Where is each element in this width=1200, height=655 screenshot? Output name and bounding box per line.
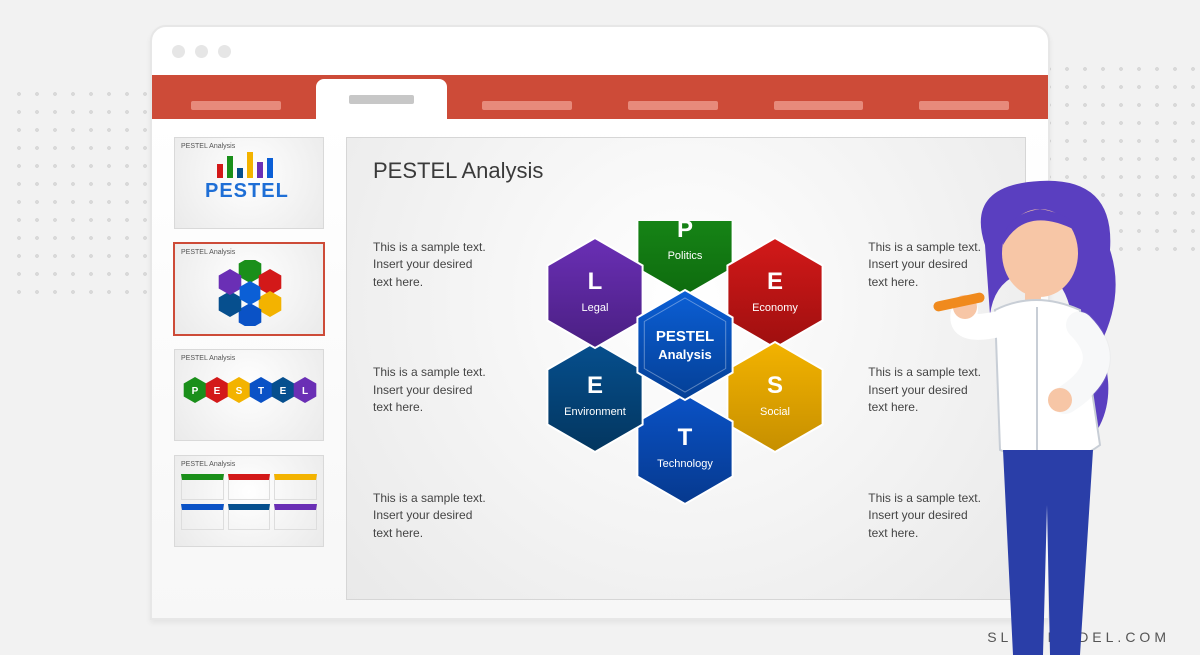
- svg-text:Environment: Environment: [564, 406, 626, 418]
- thumbnail-2[interactable]: PESTEL Analysis: [174, 243, 324, 335]
- thumbnail-1[interactable]: PESTEL Analysis PESTEL: [174, 137, 324, 229]
- sample-text: This is a sample text.Insert your desire…: [868, 239, 999, 291]
- thumb-title: PESTEL Analysis: [181, 143, 235, 150]
- thumb1-word: PESTEL: [205, 180, 289, 203]
- sample-text: This is a sample text.Insert your desire…: [373, 364, 510, 416]
- sample-text: This is a sample text.Insert your desire…: [373, 490, 510, 542]
- svg-text:Legal: Legal: [582, 302, 609, 314]
- window-dot: [218, 45, 231, 58]
- svg-text:E: E: [214, 386, 221, 397]
- hex-diagram: P Politics E Economy S Social T Technolo…: [510, 202, 860, 579]
- svg-text:Analysis: Analysis: [659, 347, 712, 362]
- main-slide: PESTEL Analysis This is a sample text.In…: [346, 137, 1026, 600]
- svg-text:PESTEL: PESTEL: [656, 328, 714, 345]
- ribbon-tab[interactable]: [753, 91, 885, 119]
- svg-text:E: E: [587, 372, 603, 399]
- slide-title: PESTEL Analysis: [373, 158, 999, 184]
- thumbnail-4[interactable]: PESTEL Analysis: [174, 455, 324, 547]
- ribbon-tab[interactable]: [316, 79, 448, 119]
- svg-text:S: S: [767, 372, 783, 399]
- thumbnail-3[interactable]: PESTEL Analysis P E S T E L: [174, 349, 324, 441]
- svg-text:L: L: [302, 386, 308, 397]
- brand-label: SLIDEMODEL.COM: [987, 629, 1170, 645]
- svg-text:P: P: [192, 386, 199, 397]
- left-text-column: This is a sample text.Insert your desire…: [373, 202, 510, 579]
- app-ribbon: [152, 75, 1048, 119]
- browser-chrome: [152, 27, 1048, 75]
- ribbon-tab[interactable]: [461, 91, 593, 119]
- ribbon-tab[interactable]: [607, 91, 739, 119]
- svg-text:T: T: [678, 424, 693, 451]
- thumb3-hex-row-icon: P E S T E L: [183, 374, 323, 414]
- thumb-title: PESTEL Analysis: [181, 249, 235, 256]
- svg-text:Technology: Technology: [657, 458, 713, 470]
- thumb4-grid: [181, 474, 317, 530]
- slide-thumbnails: PESTEL Analysis PESTEL PESTEL Analysis P…: [174, 137, 324, 600]
- window-dot: [172, 45, 185, 58]
- thumb2-hex-icon: [207, 260, 293, 326]
- window-dot: [195, 45, 208, 58]
- svg-text:S: S: [236, 386, 243, 397]
- svg-text:L: L: [588, 268, 603, 295]
- ribbon-tab[interactable]: [170, 91, 302, 119]
- svg-text:T: T: [258, 386, 264, 397]
- browser-window: PESTEL Analysis PESTEL PESTEL Analysis P…: [150, 25, 1050, 620]
- thumb-title: PESTEL Analysis: [181, 355, 235, 362]
- svg-text:Social: Social: [760, 406, 790, 418]
- sample-text: This is a sample text.Insert your desire…: [373, 239, 510, 291]
- svg-text:E: E: [767, 268, 783, 295]
- thumb-title: PESTEL Analysis: [181, 461, 235, 468]
- right-text-column: This is a sample text.Insert your desire…: [860, 202, 999, 579]
- svg-text:Politics: Politics: [668, 250, 703, 262]
- workspace: PESTEL Analysis PESTEL PESTEL Analysis P…: [152, 119, 1048, 618]
- sample-text: This is a sample text.Insert your desire…: [868, 490, 999, 542]
- svg-text:E: E: [280, 386, 287, 397]
- decor-dots-right: [1040, 60, 1200, 255]
- svg-text:Economy: Economy: [752, 302, 798, 314]
- sample-text: This is a sample text.Insert your desire…: [868, 364, 999, 416]
- decor-dots-left: [10, 85, 165, 295]
- svg-text:P: P: [677, 221, 693, 243]
- thumb1-bars: [217, 152, 273, 178]
- ribbon-tab[interactable]: [898, 91, 1030, 119]
